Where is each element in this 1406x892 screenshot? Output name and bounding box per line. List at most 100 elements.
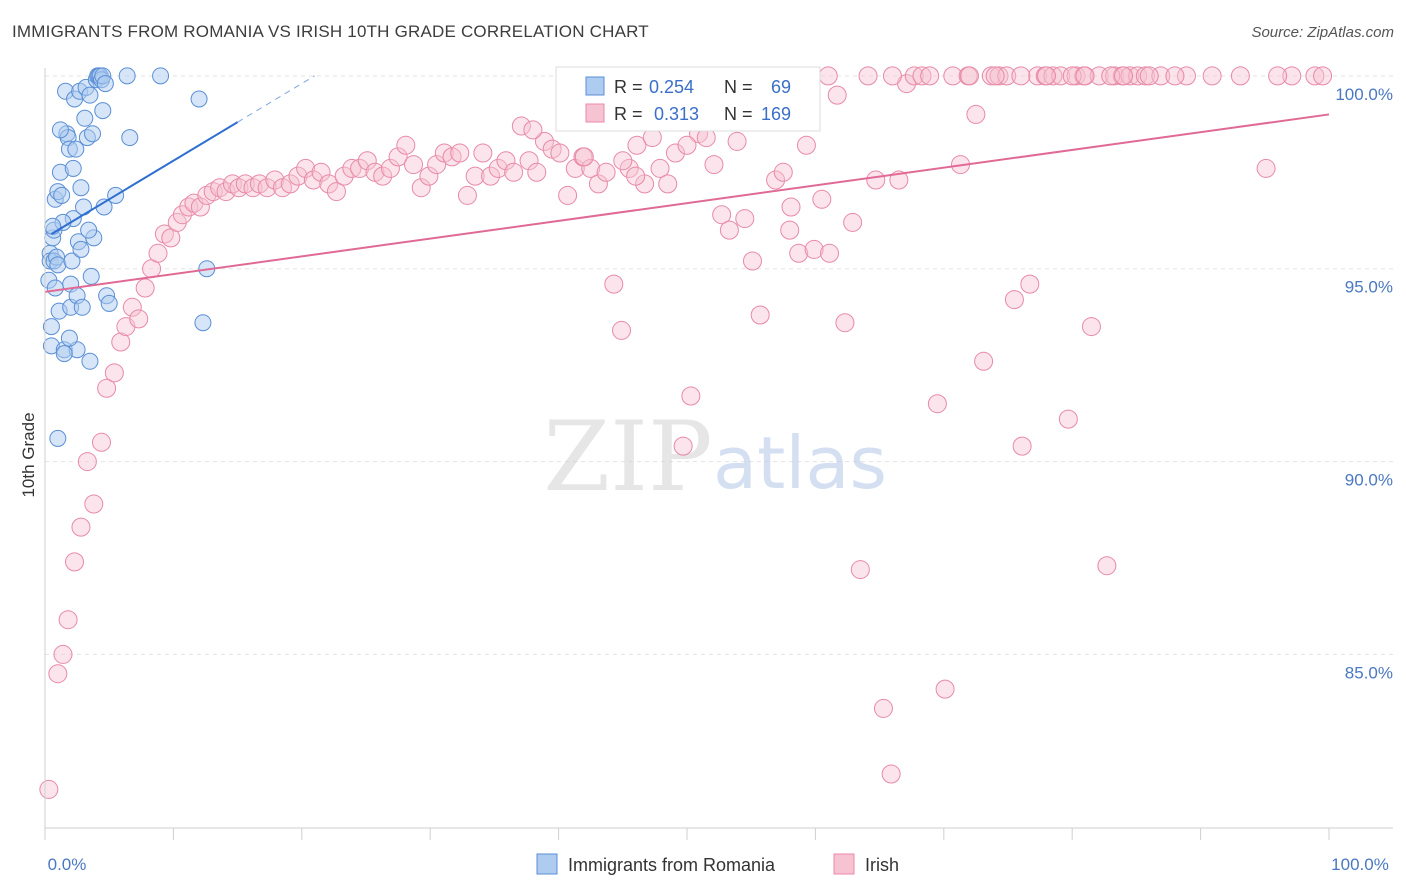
romania-point [44, 217, 62, 235]
irish-point [827, 85, 847, 105]
irish-point [380, 158, 400, 178]
irish-point [104, 363, 124, 383]
romania-point [81, 86, 99, 104]
irish-point [396, 135, 416, 155]
irish-point [658, 174, 678, 194]
legend-swatch-blue [585, 76, 605, 96]
irish-point [129, 309, 149, 329]
irish-point [326, 182, 346, 202]
irish-point [796, 135, 816, 155]
romania-point [194, 314, 212, 332]
irish-point [296, 158, 316, 178]
irish-point [1256, 158, 1276, 178]
irish-point [77, 452, 97, 472]
irish-point [84, 494, 104, 514]
romania-point [84, 125, 102, 143]
irish-point [550, 143, 570, 163]
irish-point [1114, 66, 1134, 86]
irish-point [122, 297, 142, 317]
irish-point [966, 104, 986, 124]
romania-point [46, 279, 64, 297]
romania-trend-line [50, 121, 239, 235]
romania-point [96, 75, 114, 93]
irish-point [873, 698, 893, 718]
x-tick-label-max: 100.0% [1331, 855, 1389, 874]
legend-box: R = 0.254 N = 69 R = 0.313 N = 169 [555, 66, 821, 132]
romania-point [100, 294, 118, 312]
irish-point [735, 209, 755, 229]
irish-point [427, 155, 447, 175]
romania-point [42, 318, 60, 336]
irish-point [1043, 66, 1063, 86]
irish-point [1165, 66, 1185, 86]
irish-point [1081, 317, 1101, 337]
irish-point [927, 394, 947, 414]
romania-point [67, 140, 85, 158]
irish-point [1151, 66, 1171, 86]
legend-n-value-2: 169 [761, 104, 791, 124]
irish-point [985, 66, 1005, 86]
irish-point [419, 166, 439, 186]
legend-n-label-1: N = [724, 77, 753, 97]
irish-point [1230, 66, 1250, 86]
irish-point [789, 243, 809, 263]
irish-point [404, 155, 424, 175]
irish-point [1037, 66, 1057, 86]
irish-point [511, 116, 531, 136]
irish-point [781, 197, 801, 217]
irish-trend-line [44, 113, 1330, 293]
irish-point [882, 66, 902, 86]
romania-point [49, 429, 67, 447]
irish-point [319, 174, 339, 194]
bottom-legend-swatch-pink [833, 853, 855, 875]
irish-point [1202, 66, 1222, 86]
irish-point [39, 779, 59, 799]
irish-point [303, 170, 323, 190]
romania-point [60, 329, 78, 347]
irish-point [997, 66, 1017, 86]
irish-point [48, 664, 68, 684]
irish-point [65, 552, 85, 572]
irish-point [357, 151, 377, 171]
irish-point [1020, 274, 1040, 294]
watermark-atlas: atlas [713, 421, 887, 505]
irish-point [1305, 66, 1325, 86]
irish-point [766, 170, 786, 190]
romania-point [64, 159, 82, 177]
irish-point [111, 332, 131, 352]
irish-point [650, 158, 670, 178]
irish-point [750, 305, 770, 325]
irish-point [742, 251, 762, 271]
romania-point [53, 186, 71, 204]
irish-point [216, 182, 236, 202]
irish-point [488, 158, 508, 178]
x-tick-label-min: 0.0% [48, 855, 87, 874]
irish-point [71, 517, 91, 537]
irish-point [1051, 66, 1071, 86]
romania-point [80, 221, 98, 239]
legend-r-label-1: R = [614, 77, 643, 97]
irish-point [311, 162, 331, 182]
irish-point [496, 151, 516, 171]
irish-point [619, 158, 639, 178]
irish-point [626, 166, 646, 186]
irish-point [889, 170, 909, 190]
legend-n-label-2: N = [724, 104, 753, 124]
romania-point [72, 240, 90, 258]
irish-point [504, 162, 524, 182]
irish-point [581, 158, 601, 178]
romania-point [55, 345, 73, 363]
irish-point [612, 320, 632, 340]
irish-point [257, 178, 277, 198]
irish-point [843, 212, 863, 232]
irish-point [534, 131, 554, 151]
legend-r-value-2: 0.313 [654, 104, 699, 124]
irish-point [190, 197, 210, 217]
irish-point [974, 351, 994, 371]
irish-point [280, 174, 300, 194]
irish-point [704, 155, 724, 175]
irish-point [342, 158, 362, 178]
irish-point [481, 166, 501, 186]
irish-point [53, 644, 73, 664]
irish-point [912, 66, 932, 86]
